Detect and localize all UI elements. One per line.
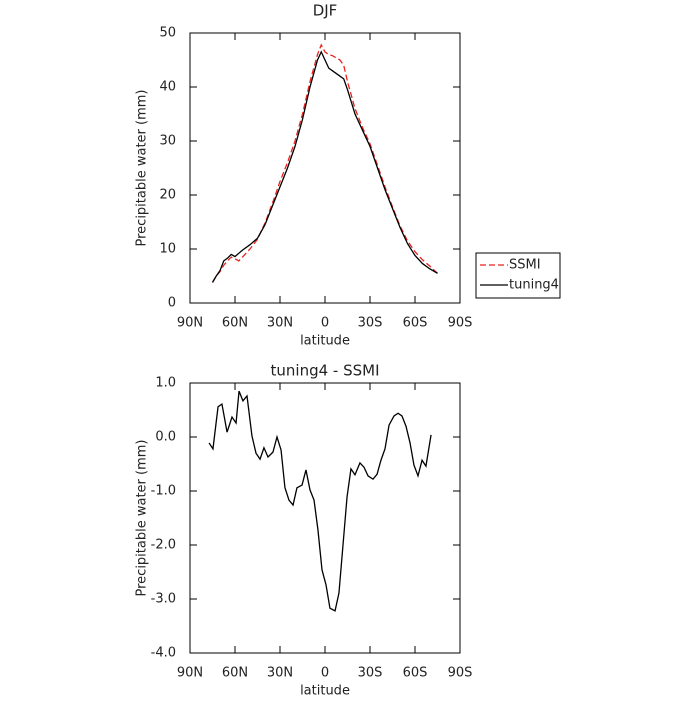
line-series bbox=[211, 43, 438, 283]
x-tick-label: 30S bbox=[358, 666, 383, 681]
y-tick-label: -2.0 bbox=[151, 538, 176, 553]
y-tick-label: 0.0 bbox=[155, 430, 176, 445]
y-tick-label: 0 bbox=[168, 296, 176, 311]
y-tick-label: 40 bbox=[159, 80, 176, 95]
y-tick-label: -1.0 bbox=[151, 484, 176, 499]
y-tick-label: 20 bbox=[159, 188, 176, 203]
x-tick-label: 0 bbox=[321, 316, 329, 331]
chart-title: DJF bbox=[313, 2, 338, 20]
y-axis-label: Precipitable water (mm) bbox=[135, 90, 150, 247]
x-tick-label: 90S bbox=[448, 666, 473, 681]
y-tick-label: 1.0 bbox=[155, 376, 176, 391]
y-tick-label: 50 bbox=[159, 26, 176, 41]
x-axis-label: latitude bbox=[300, 684, 350, 699]
y-tick-label: 10 bbox=[159, 242, 176, 257]
plot-frame bbox=[189, 32, 461, 304]
x-tick-label: 30S bbox=[358, 316, 383, 331]
x-tick-label: 90N bbox=[177, 666, 203, 681]
legend-label: tuning4 bbox=[509, 278, 559, 293]
line-series bbox=[211, 50, 438, 283]
y-tick-label: 30 bbox=[159, 134, 176, 149]
x-tick-label: 30N bbox=[267, 316, 293, 331]
x-tick-label: 0 bbox=[321, 666, 329, 681]
x-tick-label: 60S bbox=[403, 316, 428, 331]
legend-box bbox=[475, 252, 561, 299]
legend-label: SSMI bbox=[509, 258, 541, 273]
x-tick-label: 60N bbox=[222, 316, 248, 331]
x-tick-label: 60S bbox=[403, 666, 428, 681]
x-tick-label: 90N bbox=[177, 316, 203, 331]
y-axis-label: Precipitable water (mm) bbox=[135, 440, 150, 597]
x-tick-label: 90S bbox=[448, 316, 473, 331]
x-tick-label: 60N bbox=[222, 666, 248, 681]
x-axis-label: latitude bbox=[300, 334, 350, 349]
y-tick-label: -4.0 bbox=[151, 646, 176, 661]
line-series bbox=[208, 390, 432, 612]
y-tick-label: -3.0 bbox=[151, 592, 176, 607]
chart-title: tuning4 - SSMI bbox=[271, 362, 380, 380]
x-tick-label: 30N bbox=[267, 666, 293, 681]
